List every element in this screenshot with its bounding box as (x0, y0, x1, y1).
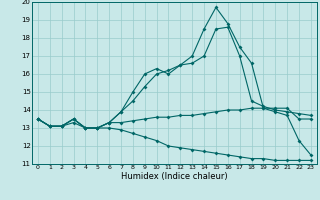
X-axis label: Humidex (Indice chaleur): Humidex (Indice chaleur) (121, 172, 228, 181)
